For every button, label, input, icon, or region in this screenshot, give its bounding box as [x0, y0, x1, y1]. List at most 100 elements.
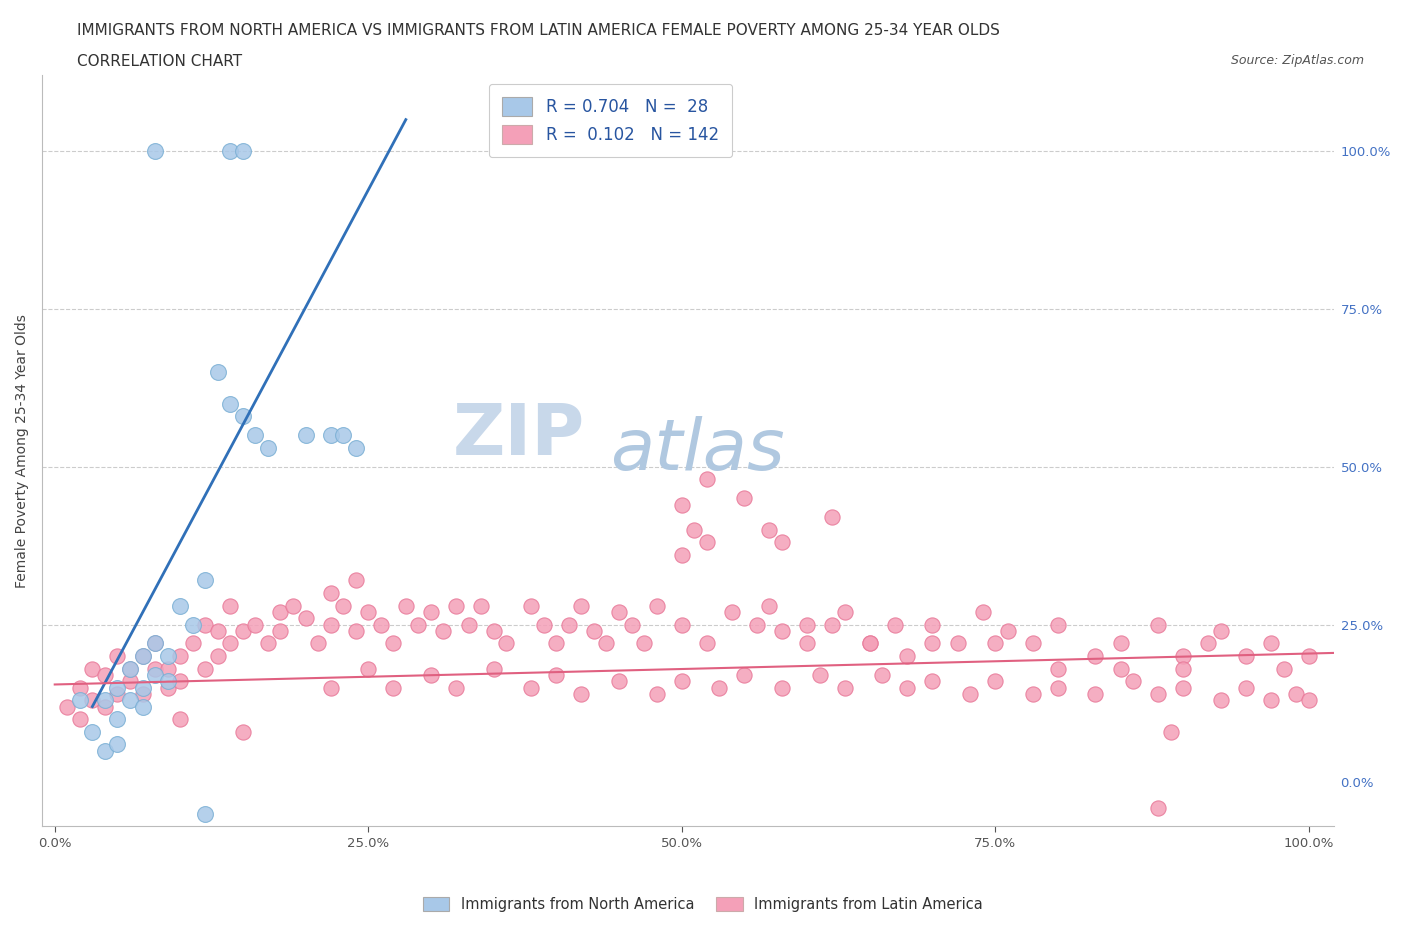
- Point: [344, 573, 367, 588]
- Legend: Immigrants from North America, Immigrants from Latin America: Immigrants from North America, Immigrant…: [418, 891, 988, 918]
- Point: [169, 711, 191, 726]
- Point: [281, 598, 304, 613]
- Point: [1234, 680, 1257, 695]
- Point: [1272, 661, 1295, 676]
- Point: [82, 724, 104, 739]
- Point: [1160, 724, 1182, 739]
- Point: [131, 699, 153, 714]
- Point: [370, 618, 392, 632]
- Point: [733, 491, 755, 506]
- Point: [56, 699, 79, 714]
- Y-axis label: Female Poverty Among 25-34 Year Olds: Female Poverty Among 25-34 Year Olds: [15, 314, 30, 588]
- Point: [1209, 623, 1232, 638]
- Point: [232, 724, 254, 739]
- Point: [181, 636, 204, 651]
- Point: [1260, 636, 1282, 651]
- Point: [245, 618, 267, 632]
- Point: [444, 598, 467, 613]
- Point: [169, 648, 191, 663]
- Point: [1084, 648, 1107, 663]
- Point: [69, 693, 91, 708]
- Point: [1147, 686, 1170, 701]
- Point: [344, 623, 367, 638]
- Point: [181, 618, 204, 632]
- Point: [495, 636, 517, 651]
- Point: [1046, 618, 1069, 632]
- Point: [1046, 661, 1069, 676]
- Point: [859, 636, 882, 651]
- Point: [107, 737, 129, 751]
- Point: [1109, 661, 1132, 676]
- Point: [169, 674, 191, 689]
- Point: [582, 623, 605, 638]
- Point: [357, 604, 380, 619]
- Point: [395, 598, 418, 613]
- Point: [82, 661, 104, 676]
- Point: [595, 636, 617, 651]
- Point: [219, 598, 242, 613]
- Point: [143, 144, 166, 159]
- Point: [671, 548, 693, 563]
- Point: [946, 636, 969, 651]
- Point: [921, 636, 943, 651]
- Point: [118, 674, 141, 689]
- Point: [382, 636, 405, 651]
- Point: [207, 365, 229, 379]
- Point: [207, 648, 229, 663]
- Point: [984, 636, 1007, 651]
- Point: [307, 636, 329, 651]
- Point: [872, 668, 894, 683]
- Point: [821, 618, 844, 632]
- Point: [319, 586, 342, 601]
- Point: [194, 573, 217, 588]
- Point: [131, 648, 153, 663]
- Point: [457, 618, 479, 632]
- Point: [1173, 680, 1195, 695]
- Point: [770, 623, 793, 638]
- Point: [671, 674, 693, 689]
- Point: [194, 806, 217, 821]
- Point: [232, 409, 254, 424]
- Point: [143, 636, 166, 651]
- Point: [921, 618, 943, 632]
- Point: [156, 648, 179, 663]
- Point: [107, 686, 129, 701]
- Point: [1260, 693, 1282, 708]
- Point: [69, 711, 91, 726]
- Point: [82, 693, 104, 708]
- Point: [470, 598, 492, 613]
- Point: [131, 686, 153, 701]
- Point: [859, 636, 882, 651]
- Point: [207, 623, 229, 638]
- Point: [607, 604, 630, 619]
- Point: [107, 680, 129, 695]
- Point: [1197, 636, 1219, 651]
- Point: [821, 510, 844, 525]
- Point: [444, 680, 467, 695]
- Point: [546, 668, 568, 683]
- Point: [382, 680, 405, 695]
- Text: ZIP: ZIP: [453, 402, 585, 471]
- Point: [1022, 636, 1045, 651]
- Point: [959, 686, 981, 701]
- Point: [94, 699, 117, 714]
- Point: [143, 636, 166, 651]
- Point: [569, 598, 592, 613]
- Point: [294, 428, 316, 443]
- Point: [883, 618, 905, 632]
- Point: [645, 598, 668, 613]
- Point: [118, 693, 141, 708]
- Point: [984, 674, 1007, 689]
- Point: [696, 636, 718, 651]
- Point: [1147, 618, 1170, 632]
- Point: [770, 535, 793, 550]
- Legend: R = 0.704   N =  28, R =  0.102   N = 142: R = 0.704 N = 28, R = 0.102 N = 142: [489, 84, 733, 157]
- Text: IMMIGRANTS FROM NORTH AMERICA VS IMMIGRANTS FROM LATIN AMERICA FEMALE POVERTY AM: IMMIGRANTS FROM NORTH AMERICA VS IMMIGRA…: [77, 23, 1000, 38]
- Point: [319, 428, 342, 443]
- Point: [671, 498, 693, 512]
- Point: [645, 686, 668, 701]
- Point: [408, 618, 430, 632]
- Point: [1285, 686, 1308, 701]
- Point: [294, 611, 316, 626]
- Point: [696, 535, 718, 550]
